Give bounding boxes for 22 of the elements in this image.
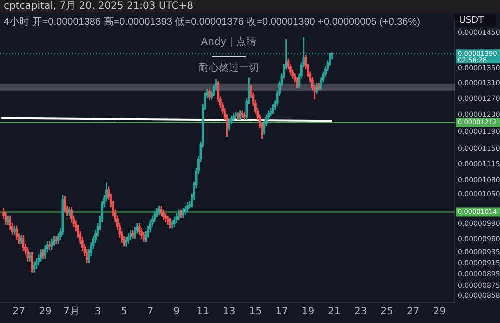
chart-subtitle: cptcapital, 7月 20, 2025 21:03 UTC+8 xyxy=(4,0,194,13)
x-tick-label: 3 xyxy=(94,306,102,318)
x-tick-label: 27 xyxy=(12,306,26,318)
x-tick-label: 13 xyxy=(223,306,236,318)
x-tick-label: 15 xyxy=(249,306,262,318)
x-tick-label: 23 xyxy=(354,306,368,318)
annotation: Andy｜点睛 xyxy=(201,36,257,49)
x-tick-label: 5 xyxy=(121,306,128,318)
x-tick-label: 7月 xyxy=(64,306,80,318)
chart-title: 4小时 开=0.00001386 高=0.00001393 低=0.00001376 收=0.00001390 +0.00000005 (+0.36%) xyxy=(4,16,420,29)
x-tick-label: 9 xyxy=(174,306,180,318)
x-tick-label: 29 xyxy=(433,306,446,318)
x-tick-label: 7 xyxy=(147,306,154,318)
x-tick-label: 17 xyxy=(276,306,288,318)
x-tick-label: 27 xyxy=(407,306,420,318)
annotation: 耐心熬过一切 xyxy=(199,62,259,75)
x-tick-label: 25 xyxy=(380,306,394,318)
x-tick-label: 11 xyxy=(196,306,210,318)
text: USDT xyxy=(455,15,496,27)
x-tick-label: 19 xyxy=(302,306,315,318)
x-tick-label: 21 xyxy=(328,306,341,318)
x-tick-label: 29 xyxy=(39,306,52,318)
